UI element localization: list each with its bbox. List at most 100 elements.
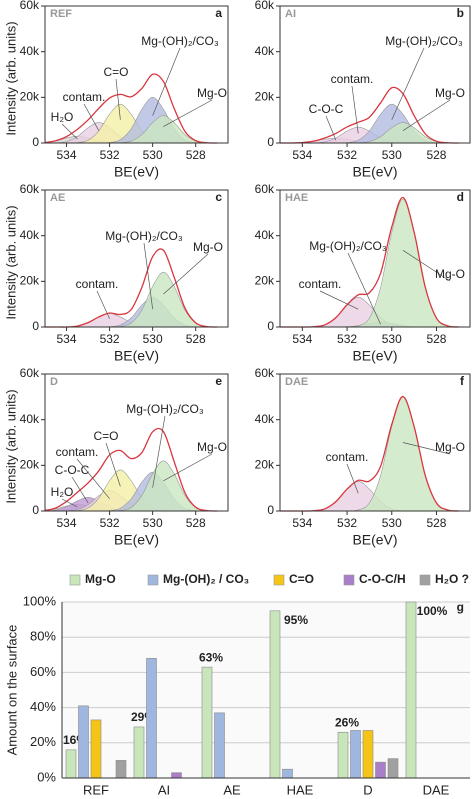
bar <box>350 730 361 779</box>
envelope-line <box>44 427 218 512</box>
component-label: H₂O <box>51 485 74 499</box>
legend-swatch <box>273 574 285 586</box>
component-label: C-O-C <box>309 102 344 116</box>
leader-line <box>163 253 209 295</box>
sample-label: D <box>50 376 58 388</box>
x-tick-label: 530 <box>143 148 163 162</box>
spectrum-panel: contam. Mg-(OH)₂/CO₃ Mg-O 534 532 530 528 0 20k 4… <box>255 182 471 364</box>
component-label: Mg-O <box>193 240 223 254</box>
x-axis-label: BE(eV) <box>114 532 159 548</box>
y-tick-label: 40k <box>20 44 40 58</box>
bar <box>90 719 102 779</box>
leader-line <box>346 463 359 494</box>
x-tick-label: 534 <box>57 516 77 530</box>
y-tick-label: 20k <box>255 90 275 104</box>
bar <box>133 726 145 779</box>
x-tick-label: 530 <box>382 332 402 346</box>
x-tick-label: 532 <box>337 148 357 162</box>
bar <box>146 658 157 779</box>
component-label: contam. <box>326 450 369 464</box>
y-axis-label: Intensity (arb. units) <box>3 21 18 135</box>
y-tick-label: 40k <box>20 412 40 426</box>
leader-line <box>152 415 166 488</box>
envelope-line <box>279 86 459 144</box>
y-axis-label: Intensity (arb. units) <box>3 389 18 503</box>
leader-line <box>61 123 78 140</box>
sample-label: AI <box>285 8 296 20</box>
sample-label: DAE <box>285 376 308 388</box>
leader-line <box>402 99 451 131</box>
component-label: contam. <box>56 445 99 459</box>
x-tick-label: REF <box>83 782 109 797</box>
y-tick-label: 60k <box>20 366 40 380</box>
y-tick-label: 40% <box>30 699 56 714</box>
x-tick-label: 532 <box>337 516 357 530</box>
x-axis-label: BE(eV) <box>114 164 159 180</box>
legend-label: C=O <box>289 572 314 586</box>
y-tick-label: 0 <box>267 319 274 333</box>
x-tick-label: 530 <box>382 516 402 530</box>
component-label: Mg-O <box>435 86 465 100</box>
legend-swatch <box>69 574 81 586</box>
y-tick-label: 20% <box>30 734 56 749</box>
leader-line <box>163 99 213 127</box>
x-axis-label: BE(eV) <box>352 348 397 364</box>
leader-line <box>351 85 359 134</box>
leader-line <box>163 453 213 482</box>
x-tick-label: HAE <box>287 782 314 797</box>
component-area <box>279 103 459 144</box>
leader-line <box>391 47 425 120</box>
spectrum-panel: contam. Mg-O 534 532 530 528 0 20k 40k 60k BE(eV) D… <box>255 366 471 548</box>
x-tick-label: 528 <box>426 516 446 530</box>
component-label: Mg-(OH)₂/CO₃ <box>126 402 204 416</box>
y-tick-label: 20k <box>20 90 40 104</box>
leader-line <box>61 498 78 508</box>
component-label: Mg-O <box>435 267 465 281</box>
x-tick-label: 528 <box>186 516 206 530</box>
x-tick-label: AE <box>223 782 241 797</box>
panel-letter: c <box>215 190 222 204</box>
x-tick-label: 532 <box>100 332 120 346</box>
leader-line <box>152 47 181 116</box>
bar <box>362 730 374 779</box>
y-tick-label: 40k <box>255 228 275 242</box>
x-tick-label: D <box>363 782 372 797</box>
x-tick-label: 532 <box>100 148 120 162</box>
plot-frame <box>44 189 229 328</box>
component-label: Mg-O <box>435 440 465 454</box>
x-tick-label: 528 <box>186 332 206 346</box>
panel-letter: a <box>215 6 222 20</box>
y-axis-label: Amount on the surface <box>4 625 19 756</box>
y-tick-label: 40k <box>255 412 275 426</box>
y-tick-label: 0 <box>267 135 274 149</box>
panel-letter: d <box>457 190 464 204</box>
y-tick-label: 0 <box>32 319 39 333</box>
bar <box>214 712 225 779</box>
y-tick-label: 80% <box>30 629 56 644</box>
bar <box>269 610 281 779</box>
spectrum-panel: H₂O C-O-C contam. C=O Mg-(OH)₂/CO₃ Mg-O 534 532… <box>3 366 229 548</box>
leader-line <box>325 115 337 141</box>
y-tick-label: 100% <box>23 593 57 608</box>
y-tick-label: 20k <box>255 274 275 288</box>
x-tick-label: 528 <box>426 332 446 346</box>
bar <box>387 758 399 779</box>
legend-label: Mg-O <box>85 572 116 586</box>
x-tick-label: 534 <box>292 516 312 530</box>
y-tick-label: 0% <box>37 769 56 784</box>
leader-line <box>319 290 359 310</box>
leader-line <box>402 249 451 282</box>
plot-frame <box>279 5 471 144</box>
leader-line <box>76 458 110 499</box>
leader-line <box>83 103 100 131</box>
component-label: contam. <box>331 72 374 86</box>
bar <box>405 601 417 779</box>
leader-line <box>105 442 121 487</box>
x-tick-label: 534 <box>57 332 77 346</box>
y-tick-label: 20k <box>255 458 275 472</box>
legend-label: Mg-(OH)₂ / CO₃ <box>163 572 249 586</box>
envelope-line <box>45 248 218 328</box>
value-label: 100% <box>417 604 448 618</box>
bar <box>375 761 386 779</box>
leader-line <box>143 242 153 310</box>
